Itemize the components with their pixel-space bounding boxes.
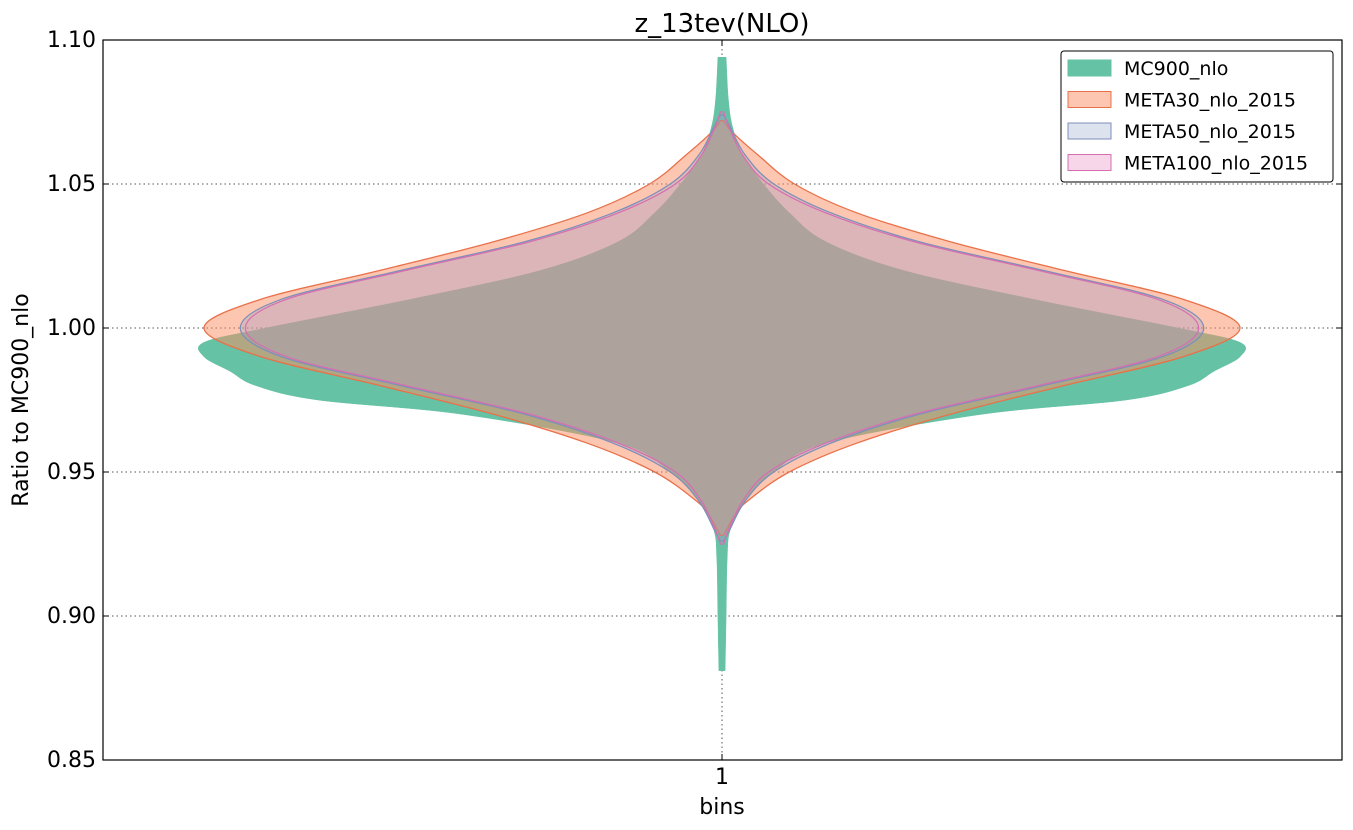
y-tick-label: 0.90 [47, 604, 96, 629]
y-tick-label: 1.00 [47, 316, 96, 341]
legend-label: META100_nlo_2015 [1124, 153, 1308, 175]
legend-label: META50_nlo_2015 [1124, 121, 1296, 143]
legend: MC900_nlo META30_nlo_2015 META50_nlo_2015 M… [1060, 50, 1334, 183]
violins [198, 57, 1246, 671]
legend-swatch [1067, 122, 1112, 140]
y-tick-label: 1.05 [47, 172, 96, 197]
violin-META50_nlo_2015 [239, 114, 1205, 542]
y-tick-label: 0.85 [47, 748, 96, 773]
chart-title: z_13tev(NLO) [634, 9, 809, 39]
violin-META30_nlo_2015 [203, 119, 1241, 537]
y-tick-label: 1.10 [47, 28, 96, 53]
x-axis-ticks: 1 [715, 40, 729, 790]
violin-META100_nlo_2015 [244, 111, 1200, 545]
legend-swatch [1067, 154, 1112, 171]
x-tick-label: 1 [715, 765, 729, 790]
legend-label: META30_nlo_2015 [1124, 90, 1296, 112]
legend-swatch [1067, 59, 1112, 77]
legend-swatch [1067, 91, 1112, 108]
legend-frame [1060, 50, 1334, 183]
legend-label: MC900_nlo [1124, 58, 1228, 80]
y-tick-label: 0.95 [47, 460, 96, 485]
y-axis-ticks: 0.85 0.90 0.95 1.00 1.05 1.10 [47, 28, 1342, 773]
x-axis-label: bins [699, 795, 744, 820]
y-axis-label: Ratio to MC900_nlo [9, 293, 34, 506]
